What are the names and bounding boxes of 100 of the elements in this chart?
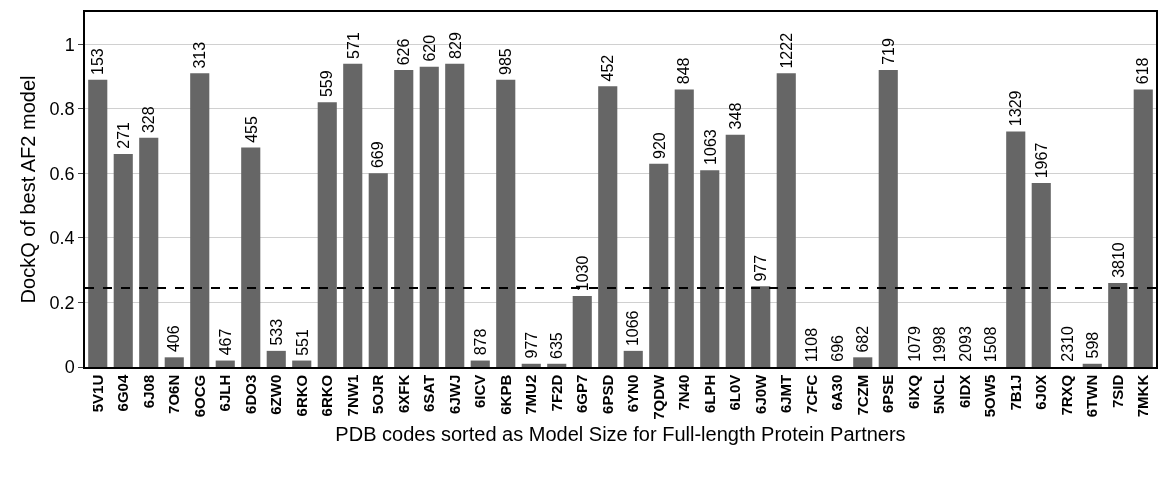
bar (776, 73, 796, 367)
bar (572, 296, 592, 367)
annotation: 1030 (574, 255, 592, 292)
x-tick-label: 6DO3 (241, 374, 259, 414)
annotation: 920 (650, 132, 668, 159)
x-tick-label: 6J0X (1032, 374, 1050, 410)
annotation: 1108 (803, 327, 821, 363)
annotation: 1967 (1033, 142, 1051, 179)
bar (241, 147, 261, 367)
annotation: 2093 (956, 326, 974, 362)
annotation: 455 (242, 116, 260, 143)
annotation: 559 (318, 70, 336, 98)
annotation: 719 (879, 38, 897, 65)
bar (215, 360, 235, 367)
annotation: 3810 (1109, 242, 1127, 278)
annotation: 1329 (1007, 90, 1025, 127)
annotation: 635 (548, 332, 566, 360)
x-tick-label: 6J0W (751, 373, 769, 414)
annotation: 1079 (905, 326, 923, 362)
annotation: 271 (114, 121, 132, 149)
bar (1031, 183, 1051, 367)
annotation: 696 (828, 334, 846, 362)
x-tick-label: 6J08 (139, 374, 157, 409)
bar (113, 154, 133, 367)
x-tick-label: 6TWN (1083, 374, 1101, 418)
x-tick-label: 7RXQ (1057, 374, 1075, 416)
x-tick-label: 5OW5 (981, 374, 999, 418)
bar (521, 363, 541, 367)
annotation: 1508 (982, 326, 1000, 363)
annotation: 1222 (777, 32, 795, 69)
bar (1133, 89, 1153, 367)
bar (190, 73, 210, 367)
y-tick-label: 0.8 (49, 99, 75, 120)
x-tick-label: 7MKK (1134, 374, 1152, 418)
annotation: 878 (472, 328, 490, 356)
bar (419, 66, 439, 367)
bar (674, 89, 694, 367)
y-tick-label: 0 (64, 357, 75, 378)
x-tick-label: 6GP7 (573, 374, 591, 414)
bar (368, 173, 388, 367)
x-tick-label: 7B1J (1006, 374, 1024, 411)
x-tick-label: 6RKO (292, 374, 310, 417)
x-tick-label: 6YN0 (624, 374, 642, 413)
x-tick-label: 6JWJ (445, 374, 463, 414)
bar (649, 163, 669, 367)
annotation: 571 (344, 32, 362, 59)
x-tick-label: 5NCL (930, 374, 948, 414)
x-tick-label: 6A30 (828, 374, 846, 411)
x-tick-label: 6PSD (598, 374, 616, 414)
annotation: 551 (293, 329, 311, 356)
x-tick-label: 7O6N (165, 374, 183, 414)
x-tick-label: 7N40 (675, 374, 693, 411)
bar (164, 357, 184, 367)
annotation: 348 (727, 102, 745, 130)
x-tick-label: 7QDW (649, 373, 667, 420)
x-tick-label: 6OCG (190, 374, 208, 418)
annotation: 985 (497, 48, 515, 76)
bar (547, 363, 567, 367)
annotation: 669 (369, 141, 387, 169)
bar (725, 134, 745, 367)
x-tick-label: 5OJR (369, 374, 387, 414)
x-tick-label: 6XFK (394, 374, 412, 414)
annotation: 977 (522, 331, 540, 359)
annotation: 452 (599, 54, 617, 82)
x-tick-label: 5V1U (88, 374, 106, 413)
annotation: 1998 (931, 326, 949, 363)
annotation: 829 (446, 32, 464, 59)
x-tick-label: 6IXQ (904, 374, 922, 409)
x-tick-label: 7SID (1108, 374, 1126, 409)
bar (470, 360, 490, 367)
bar (343, 63, 363, 367)
annotation: 848 (675, 57, 693, 85)
annotation: 2310 (1058, 326, 1076, 362)
bar (445, 63, 465, 367)
bar (317, 102, 337, 367)
annotation: 153 (89, 48, 107, 76)
bar (139, 137, 159, 367)
annotation: 328 (140, 106, 158, 134)
y-tick-label: 1 (64, 34, 75, 55)
bar (1082, 363, 1102, 367)
x-tick-label: 6JLH (216, 374, 234, 412)
annotation: 626 (395, 38, 413, 66)
x-tick-label: 6IDX (955, 374, 973, 409)
annotation: 620 (420, 34, 438, 62)
y-tick-label: 0.4 (49, 228, 75, 249)
x-tick-label: 6ICV (471, 374, 489, 409)
annotation: 618 (1134, 57, 1152, 85)
y-axis-title: DockQ of best AF2 model (16, 75, 39, 304)
bar (496, 79, 516, 367)
x-tick-label: 7NW1 (343, 374, 361, 417)
bar (623, 350, 643, 367)
bar (88, 79, 108, 367)
bar (878, 70, 898, 367)
x-tick-label: 7MU2 (522, 374, 540, 415)
x-tick-label: 6G04 (114, 374, 132, 412)
x-tick-label: 6ZW0 (267, 374, 285, 415)
bar (853, 357, 873, 367)
bar (1108, 283, 1128, 367)
x-tick-label: 6JMT (777, 374, 795, 414)
bar (394, 70, 414, 367)
